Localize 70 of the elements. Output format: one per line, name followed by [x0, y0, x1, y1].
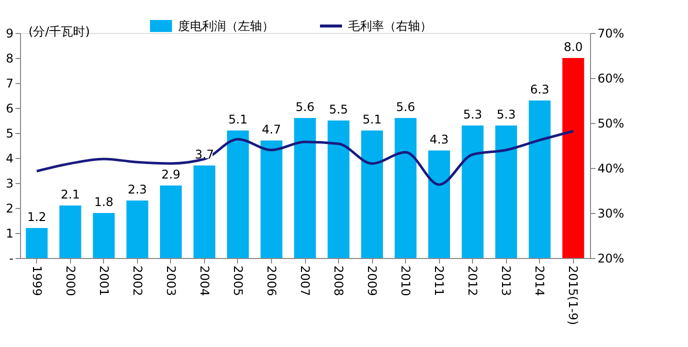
bar: [160, 186, 182, 258]
y2-tick-label: 60%: [598, 72, 624, 86]
data-label: 4.7: [262, 122, 282, 136]
data-label: 8.0: [564, 40, 583, 54]
bar: [328, 120, 350, 258]
x-tick-label: 2009: [365, 266, 380, 296]
bar: [495, 126, 518, 258]
data-label: 2.9: [161, 168, 180, 182]
data-label: 5.6: [295, 100, 315, 114]
bar: [294, 118, 316, 258]
data-label: 1.2: [27, 210, 46, 224]
data-label: 2.3: [128, 182, 147, 196]
data-label: 2.1: [60, 188, 80, 202]
y2-tick-label: 30%: [598, 206, 624, 220]
bar: [462, 126, 484, 258]
x-tick-label: 2015(1-9): [566, 266, 580, 326]
legend-label: 毛利率（右轴）: [348, 19, 432, 33]
y2-tick-label: 70%: [598, 26, 624, 40]
y-tick-label: 1: [6, 226, 14, 240]
x-tick-label: 2006: [264, 266, 278, 296]
bar: [59, 206, 82, 258]
bar: [394, 118, 416, 258]
x-tick-label: 2007: [298, 266, 312, 296]
y-tick-label: 5: [6, 126, 14, 140]
data-label: 5.1: [362, 112, 382, 126]
y2-tick-label: 50%: [598, 116, 624, 130]
data-label: 1.8: [94, 195, 114, 209]
bar: [194, 166, 216, 258]
x-tick-label: 2011: [432, 266, 446, 296]
bar: [227, 130, 249, 258]
x-tick-label: 2001: [96, 266, 111, 296]
bar: [528, 100, 551, 258]
bar: [562, 58, 584, 258]
y-tick-label: 7: [6, 76, 14, 90]
data-label: 5.1: [228, 112, 248, 126]
y2-tick-label: 20%: [598, 252, 624, 266]
y-tick-label: 3: [6, 176, 14, 190]
x-tick-label: 2003: [164, 266, 178, 296]
y-tick-label: 4: [6, 152, 14, 166]
bar: [126, 200, 148, 258]
y-tick-label: -: [9, 252, 14, 266]
x-tick-label: 1999: [30, 266, 44, 296]
bar: [361, 130, 383, 258]
y2-tick-label: 40%: [598, 162, 624, 176]
legend-label: 度电利润（左轴）: [178, 19, 274, 33]
bar: [428, 150, 450, 258]
data-label: 5.5: [328, 102, 348, 116]
x-tick-label: 2010: [398, 266, 413, 296]
data-label: 3.7: [194, 148, 214, 162]
bar: [92, 213, 115, 258]
x-tick-label: 2005: [230, 266, 245, 296]
bar: [260, 140, 282, 258]
y-axis-title: (分/千瓦时): [28, 24, 90, 38]
x-tick-label: 2004: [197, 266, 212, 296]
data-label: 5.3: [496, 108, 516, 122]
data-label: 5.6: [396, 100, 416, 114]
bar: [26, 228, 48, 258]
data-label: 5.3: [463, 108, 482, 122]
x-tick-label: 2012: [466, 266, 480, 296]
x-tick-label: 2000: [63, 266, 78, 296]
x-tick-label: 2014: [532, 266, 547, 296]
data-label: 6.3: [530, 82, 550, 96]
y-tick-label: 9: [6, 26, 14, 40]
y-tick-label: 6: [6, 102, 14, 116]
data-label: 4.3: [430, 132, 449, 146]
x-tick-label: 2013: [499, 266, 514, 296]
x-tick-label: 2008: [332, 266, 346, 296]
y-tick-label: 8: [6, 52, 14, 66]
y-tick-label: 2: [6, 202, 14, 216]
x-tick-label: 2002: [130, 266, 144, 296]
